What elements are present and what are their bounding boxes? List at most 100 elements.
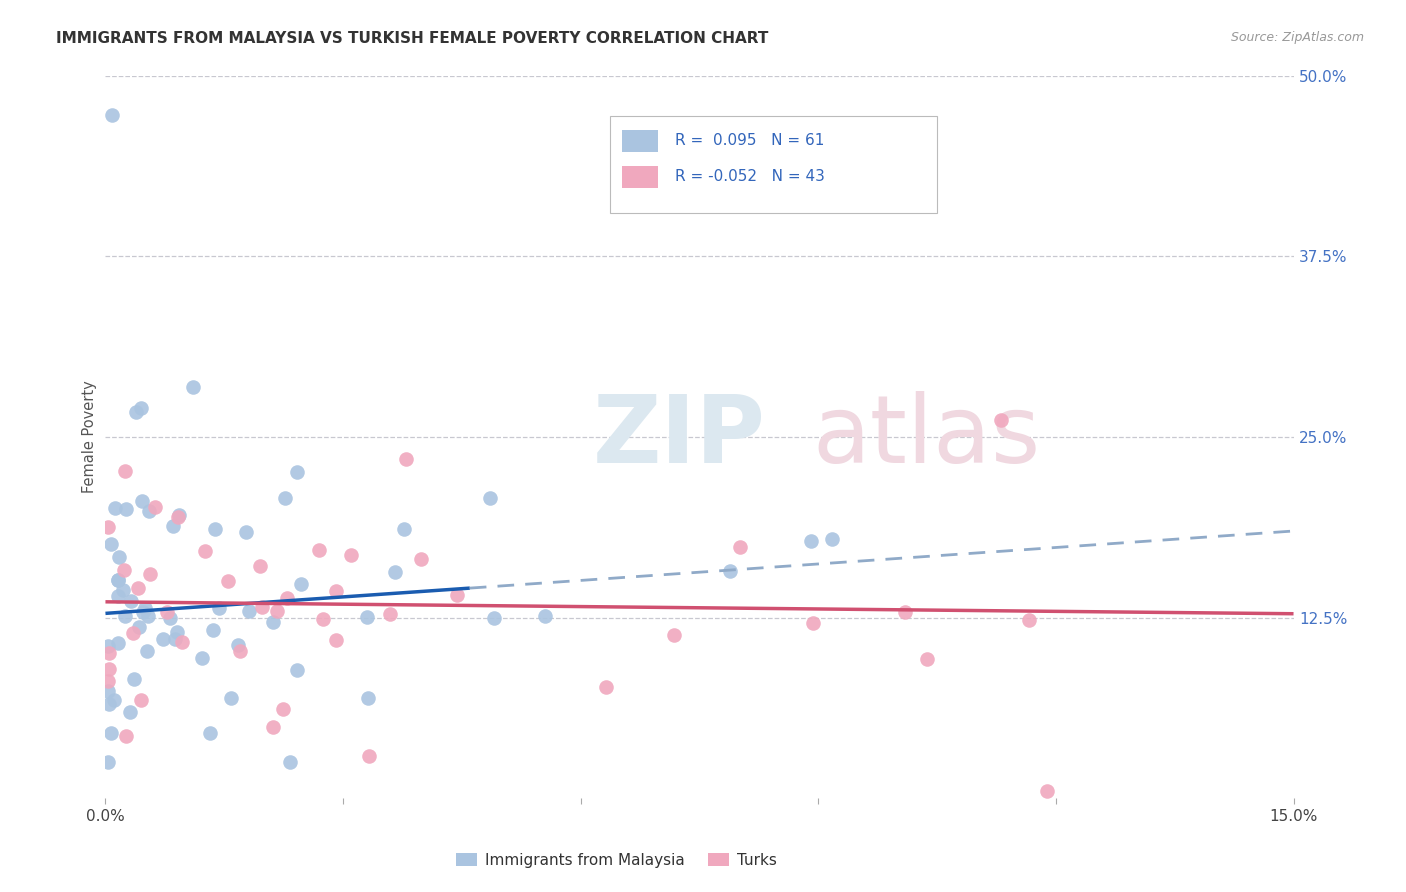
Text: R = -0.052   N = 43: R = -0.052 N = 43 (675, 169, 824, 185)
Text: Source: ZipAtlas.com: Source: ZipAtlas.com (1230, 31, 1364, 45)
Point (359, 748, 381, 763)
Point (219, 690, 242, 705)
Point (273, 491, 295, 506)
Y-axis label: Female Poverty: Female Poverty (82, 381, 97, 493)
Point (262, 615, 284, 629)
Text: ZIP: ZIP (592, 391, 765, 483)
Point (340, 548, 363, 562)
Point (172, 635, 194, 649)
Point (139, 567, 162, 582)
Point (356, 690, 378, 705)
Point (198, 726, 221, 740)
Point (100, 725, 122, 739)
Point (165, 632, 187, 647)
Point (156, 605, 179, 619)
Point (271, 702, 294, 716)
Point (103, 692, 125, 706)
Point (800, 534, 823, 549)
Point (114, 609, 136, 624)
Text: IMMIGRANTS FROM MALAYSIA VS TURKISH FEMALE POVERTY CORRELATION CHART: IMMIGRANTS FROM MALAYSIA VS TURKISH FEMA… (56, 31, 769, 46)
Point (124, 672, 146, 686)
Point (131, 692, 153, 706)
Legend: Immigrants from Malaysia, Turks: Immigrants from Malaysia, Turks (450, 847, 783, 874)
Point (194, 544, 217, 558)
Point (138, 504, 160, 518)
Point (204, 522, 226, 536)
Point (1018, 613, 1040, 627)
Point (394, 451, 416, 466)
Point (97, 755, 120, 769)
Point (894, 605, 917, 619)
Text: R =  0.095   N = 61: R = 0.095 N = 61 (675, 133, 824, 148)
Point (125, 405, 148, 419)
Point (226, 639, 249, 653)
Point (308, 542, 330, 557)
Point (534, 609, 557, 624)
Point (311, 612, 333, 626)
Point (181, 379, 204, 393)
Point (127, 581, 149, 595)
Point (278, 755, 301, 769)
Point (285, 466, 308, 480)
Point (208, 601, 231, 615)
Point (118, 705, 141, 719)
Point (115, 729, 138, 743)
Point (98, 646, 121, 660)
Point (97, 698, 120, 712)
Point (169, 508, 191, 523)
Point (250, 599, 273, 614)
Point (104, 500, 127, 515)
Point (132, 605, 155, 619)
Point (112, 563, 135, 577)
Point (285, 663, 308, 677)
Point (97, 683, 120, 698)
Point (662, 627, 685, 641)
Point (392, 522, 415, 536)
Point (821, 532, 844, 546)
Point (238, 604, 260, 618)
Point (325, 633, 347, 648)
Point (145, 500, 167, 514)
Point (152, 632, 174, 647)
Point (97, 673, 120, 688)
Point (120, 594, 142, 608)
Point (190, 651, 212, 665)
Point (595, 680, 617, 694)
Point (101, 108, 124, 122)
Point (728, 540, 751, 554)
Point (159, 611, 181, 625)
Point (162, 519, 184, 533)
Point (915, 652, 938, 666)
Point (100, 537, 122, 551)
Point (266, 604, 288, 618)
Point (167, 510, 190, 524)
FancyBboxPatch shape (610, 116, 936, 213)
Point (409, 552, 432, 566)
Point (98, 662, 121, 676)
Point (135, 644, 157, 658)
Point (107, 636, 129, 650)
Point (166, 625, 188, 640)
Point (446, 588, 468, 602)
Point (384, 566, 406, 580)
Point (482, 611, 505, 625)
Point (115, 502, 138, 516)
Point (720, 564, 742, 578)
Point (235, 525, 257, 540)
Point (1035, 784, 1057, 798)
Point (97, 520, 120, 534)
Point (111, 582, 134, 597)
Point (114, 464, 136, 478)
Point (356, 610, 378, 624)
Point (262, 720, 284, 734)
Point (478, 491, 501, 505)
Point (801, 615, 824, 630)
Point (107, 589, 129, 603)
Text: atlas: atlas (813, 391, 1040, 483)
Point (108, 549, 131, 564)
Point (134, 600, 156, 615)
Point (325, 584, 347, 599)
Point (217, 574, 239, 588)
Point (97, 639, 120, 653)
Point (107, 573, 129, 587)
